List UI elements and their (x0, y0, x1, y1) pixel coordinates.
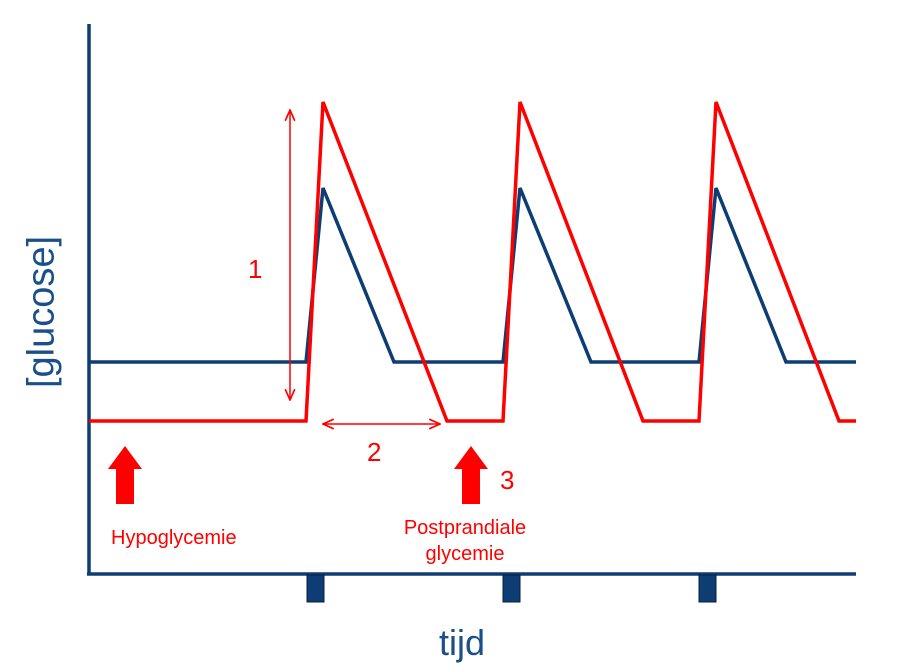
meal-marker-1 (306, 574, 325, 603)
postprandiale-line-2: glycemie (425, 543, 505, 565)
marker-3-label: 3 (500, 465, 515, 495)
hypoglycemie-label: Hypoglycemie (111, 527, 237, 549)
red-glucose-curve (89, 101, 856, 423)
marker-1-label: 1 (248, 254, 263, 284)
marker-2-label: 2 (367, 437, 382, 467)
hypoglycemie-arrow (108, 446, 142, 504)
meal-marker-2 (502, 574, 521, 603)
y-axis-label: [glucose] (20, 235, 63, 389)
postprandiale-label: Postprandiale glycemie (396, 515, 534, 567)
postprandiale-arrow (454, 446, 488, 504)
meal-marker-3 (698, 574, 717, 603)
x-axis-label: tijd (438, 622, 486, 663)
postprandiale-line-1: Postprandiale (403, 517, 527, 539)
blue-glucose-curve (89, 187, 856, 364)
